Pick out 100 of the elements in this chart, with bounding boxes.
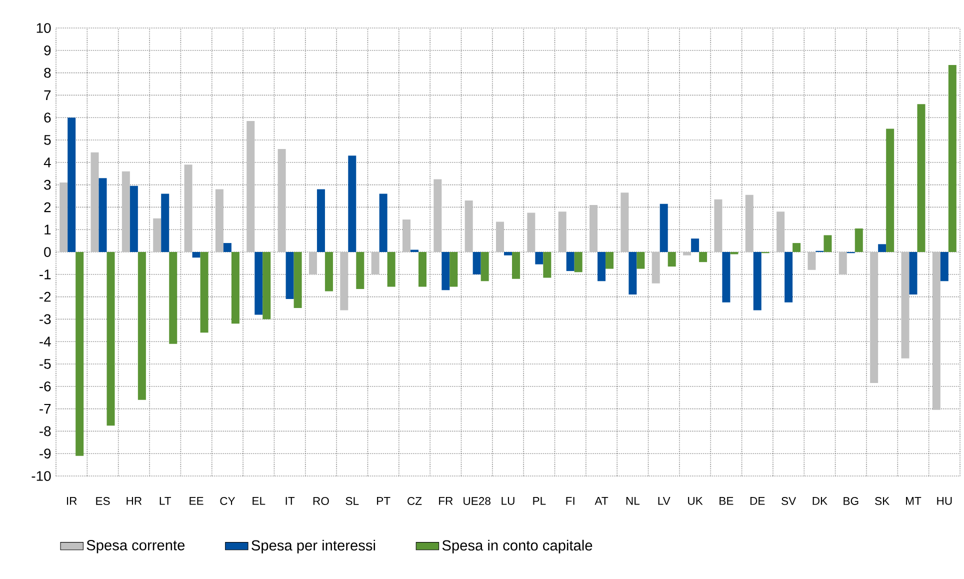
- bar: [948, 65, 956, 252]
- x-tick-label: DK: [812, 497, 828, 505]
- bar: [652, 252, 660, 284]
- y-tick-label: 5: [44, 135, 51, 146]
- bar: [184, 164, 192, 252]
- legend-label: Spesa corrente: [86, 540, 185, 554]
- bar: [106, 252, 115, 426]
- bar: [418, 252, 426, 287]
- bar: [917, 104, 926, 252]
- bar: [278, 149, 286, 252]
- x-tick-label: BG: [844, 497, 858, 506]
- bar: [200, 252, 208, 333]
- x-tick-label: IR: [66, 497, 77, 505]
- bar: [776, 212, 785, 252]
- bar: [68, 118, 76, 252]
- bar: [606, 252, 614, 269]
- x-tick-label: UK: [688, 497, 703, 506]
- bar: [590, 205, 598, 252]
- bar: [628, 252, 637, 295]
- x-tick-label: HU: [937, 497, 952, 506]
- bar: [574, 252, 582, 272]
- x-tick-label: FR: [439, 497, 453, 505]
- x-tick-label: CZ: [408, 497, 422, 506]
- bar: [98, 178, 107, 252]
- y-tick-label: -10: [32, 471, 51, 482]
- y-tick-label: 0: [44, 247, 51, 258]
- y-tick-label: 2: [44, 202, 51, 212]
- bar: [434, 179, 442, 252]
- bar: [387, 252, 396, 287]
- bar: [262, 252, 271, 320]
- bar: [480, 252, 489, 282]
- bar: [348, 156, 356, 252]
- bar: [745, 195, 754, 252]
- x-tick-label: CY: [220, 497, 236, 506]
- bar: [940, 252, 948, 282]
- bar: [527, 212, 536, 252]
- bar: [76, 252, 84, 456]
- bar: [901, 252, 910, 359]
- bar: [620, 192, 629, 252]
- y-tick-label: 4: [44, 158, 51, 168]
- x-tick-label: AT: [594, 497, 608, 505]
- x-tick-label: PL: [533, 497, 546, 505]
- bar: [838, 252, 847, 275]
- x-tick-label: ES: [96, 497, 110, 506]
- bar: [886, 128, 894, 252]
- x-tick-label: PT: [377, 497, 390, 505]
- x-tick-label: BE: [720, 497, 734, 505]
- bar: [371, 252, 380, 275]
- bar: [254, 252, 263, 315]
- x-tick-label: LV: [658, 497, 670, 505]
- bar: [450, 252, 458, 287]
- bar: [909, 252, 918, 295]
- x-tick-label: LT: [160, 497, 172, 505]
- bar: [598, 252, 606, 282]
- bar: [668, 252, 676, 267]
- y-tick-label: 6: [44, 112, 51, 123]
- y-tick-label: 7: [44, 90, 51, 100]
- bar: [566, 252, 574, 272]
- bar: [691, 238, 700, 252]
- bar: [878, 244, 886, 252]
- x-tick-label: UE28: [464, 497, 490, 506]
- bar: [535, 252, 544, 264]
- x-tick-label: HR: [126, 497, 142, 505]
- x-tick-label: SL: [346, 497, 359, 506]
- x-tick-label: RO: [313, 497, 329, 506]
- bar: [324, 252, 333, 292]
- bar: [660, 204, 668, 252]
- y-tick-label: -1: [40, 270, 51, 280]
- bar: [870, 252, 878, 384]
- bar: [932, 252, 940, 410]
- bar: [122, 172, 130, 252]
- y-tick-label: -9: [40, 448, 51, 459]
- bar: [223, 243, 232, 252]
- y-tick-label: 10: [36, 23, 51, 34]
- bar: [138, 252, 146, 400]
- bar: [558, 212, 566, 252]
- bar: [496, 222, 504, 252]
- bar: [543, 252, 552, 278]
- bar: [161, 194, 170, 252]
- bar: [464, 200, 473, 252]
- bar: [60, 182, 68, 252]
- bar: [699, 252, 708, 262]
- x-tick-label: LU: [502, 497, 514, 506]
- bar: [504, 252, 512, 256]
- bar: [215, 189, 224, 252]
- legend-label: Spesa in conto capitale: [442, 540, 592, 554]
- bar: [784, 252, 793, 303]
- legend-label: Spesa per interessi: [252, 540, 376, 554]
- bar: [90, 152, 99, 252]
- bar: [308, 252, 317, 275]
- bar: [714, 200, 722, 252]
- x-tick-label: SK: [875, 497, 890, 506]
- x-tick-label: MT: [906, 497, 922, 505]
- y-tick-label: 1: [44, 224, 51, 235]
- bar: [153, 218, 162, 252]
- x-tick-label: EE: [190, 497, 204, 505]
- bar: [472, 252, 481, 275]
- bar: [753, 252, 762, 310]
- bar: [316, 189, 325, 252]
- bar: [854, 228, 863, 252]
